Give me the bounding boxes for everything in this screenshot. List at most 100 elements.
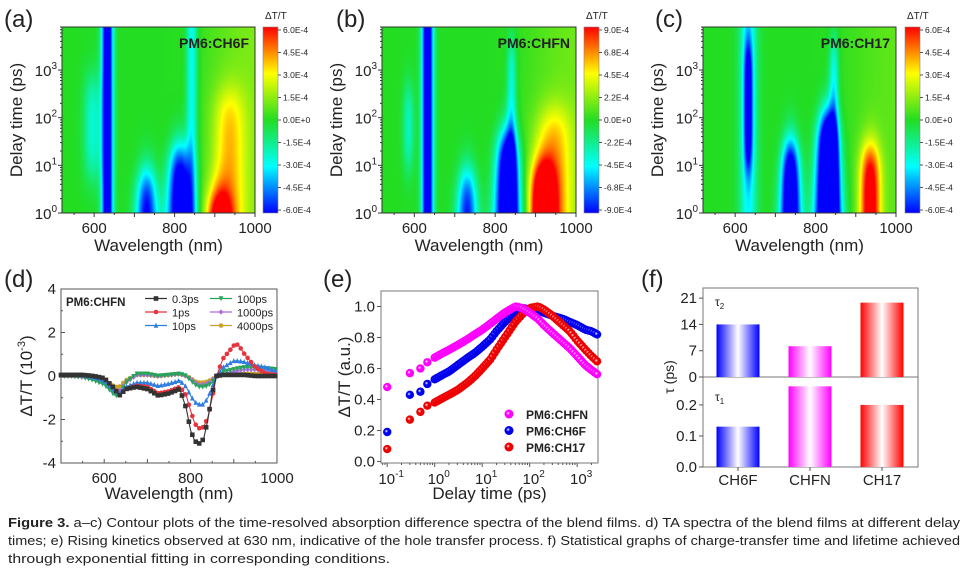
data-point <box>165 380 171 387</box>
contour-map <box>382 27 576 213</box>
data-point <box>405 368 415 378</box>
sample-label: PM6:CHFN <box>498 35 570 51</box>
data-point <box>183 403 188 409</box>
tau-symbol: τ <box>715 295 720 309</box>
y-axis-label-exp: -3 <box>16 341 28 351</box>
caption-line-1: Figure 3. a–c) Contour plots of the time… <box>8 515 961 530</box>
y-axis-label: Delay time (ps) <box>648 63 667 177</box>
data-point <box>69 372 74 378</box>
sample-label: PM6:CHFN <box>66 297 125 309</box>
data-point <box>162 391 167 397</box>
x-tick-label: 1000 <box>238 220 271 237</box>
data-point <box>145 371 150 377</box>
colorbar-tick-label: -2.2E-4 <box>604 138 632 148</box>
data-point <box>193 439 199 444</box>
colorbar <box>262 26 279 214</box>
data-point <box>383 427 392 437</box>
y-tick-label: 103 <box>35 61 58 80</box>
data-point <box>172 388 178 394</box>
x-tick-label: 101 <box>475 469 498 488</box>
data-point <box>193 399 199 405</box>
data-point <box>200 401 205 407</box>
x-tick-label: 103 <box>570 469 593 488</box>
data-point <box>245 372 250 378</box>
data-point <box>231 357 237 364</box>
data-point <box>224 372 230 378</box>
data-point <box>262 373 268 379</box>
data-point <box>203 425 209 430</box>
contour-map <box>62 27 255 213</box>
x-tick-label-base: 10 <box>428 471 445 488</box>
y-tick-label: 101 <box>676 156 699 175</box>
y-tick-label-base: 10 <box>676 158 693 175</box>
figure-caption: Figure 3. a–c) Contour plots of the time… <box>8 515 961 566</box>
x-tick-label-exp: 1 <box>492 469 498 480</box>
caption-line-2: times; e) Rising kinetics observed at 63… <box>8 533 960 548</box>
data-point <box>416 364 425 373</box>
kinetics-panel-e: 10-1 100 101 102 1030.00.20.40.60.81.0PM6:CH… <box>323 266 602 503</box>
y-tick-label-base: 10 <box>676 63 693 80</box>
legend-marker <box>153 309 159 315</box>
colorbar-tick-label: 4.5E-4 <box>925 48 950 58</box>
x-tick-label: 600 <box>402 220 427 237</box>
y-tick-label: 103 <box>676 61 699 80</box>
data-point <box>210 378 216 385</box>
panel-label: (e) <box>323 266 352 293</box>
data-point <box>96 380 102 386</box>
data-point <box>186 376 192 382</box>
bar-upper-CHFN <box>788 346 832 377</box>
y-tick-label-exp: 0 <box>692 204 698 215</box>
y-tick-label-exp: 3 <box>51 61 57 72</box>
data-point <box>221 369 226 375</box>
category-label: CH6F <box>718 472 757 489</box>
data-point <box>193 382 199 388</box>
data-point <box>162 373 167 379</box>
colorbar-tick-label: 6.0E-4 <box>925 25 950 35</box>
x-tick-label: 1000 <box>879 220 912 237</box>
legend-label: PM6:CH6F <box>526 425 586 439</box>
data-point <box>107 381 112 386</box>
data-point <box>186 419 192 424</box>
data-point <box>196 401 202 407</box>
data-point <box>117 384 123 389</box>
data-point <box>75 372 81 378</box>
y-tick-label-exp: 1 <box>51 156 57 167</box>
data-point <box>196 425 202 431</box>
data-point <box>269 373 275 379</box>
legend-label: 100ps <box>237 294 267 306</box>
x-tick-label: 1000 <box>260 470 293 487</box>
y-tick-label: 100 <box>355 204 378 223</box>
colorbar-tick-label: 1.5E-4 <box>925 93 950 103</box>
y-tick-label: 101 <box>35 156 58 175</box>
y-tick-label: 101 <box>355 156 378 175</box>
colorbar-label: ΔT/T <box>265 11 287 22</box>
y-axis-label: ΔT/T (a.u.) <box>335 337 354 418</box>
sample-label: PM6:CH6F <box>179 35 249 51</box>
data-point <box>203 383 209 390</box>
bar-upper-CH6F <box>716 324 760 377</box>
y-tick-label: 102 <box>676 109 699 128</box>
y-tick-label-exp: 2 <box>371 109 377 120</box>
colorbar-tick-label: 2.2E-4 <box>604 93 629 103</box>
y-tick-label: 0.0 <box>354 453 375 470</box>
data-point <box>228 367 233 373</box>
x-tick-label-exp: 0 <box>444 469 450 480</box>
y-tick-label-base: 10 <box>355 206 372 223</box>
y-tick-label: 1.0 <box>354 298 375 315</box>
data-point <box>155 393 161 398</box>
data-point <box>266 365 271 371</box>
data-point <box>152 381 157 387</box>
legend-marker <box>504 426 514 435</box>
data-point <box>241 365 247 371</box>
data-point <box>131 385 136 390</box>
y-tick-label: 0 <box>48 368 56 385</box>
y-tick-label-base: 10 <box>35 206 52 223</box>
x-axis-label: Wavelength (nm) <box>105 484 234 503</box>
category-label: CH17 <box>863 472 901 489</box>
data-point <box>262 364 268 370</box>
data-point <box>183 383 188 389</box>
data-point <box>110 384 116 390</box>
data-point <box>423 401 432 410</box>
colorbar-tick-label: -4.5E-4 <box>283 183 311 193</box>
